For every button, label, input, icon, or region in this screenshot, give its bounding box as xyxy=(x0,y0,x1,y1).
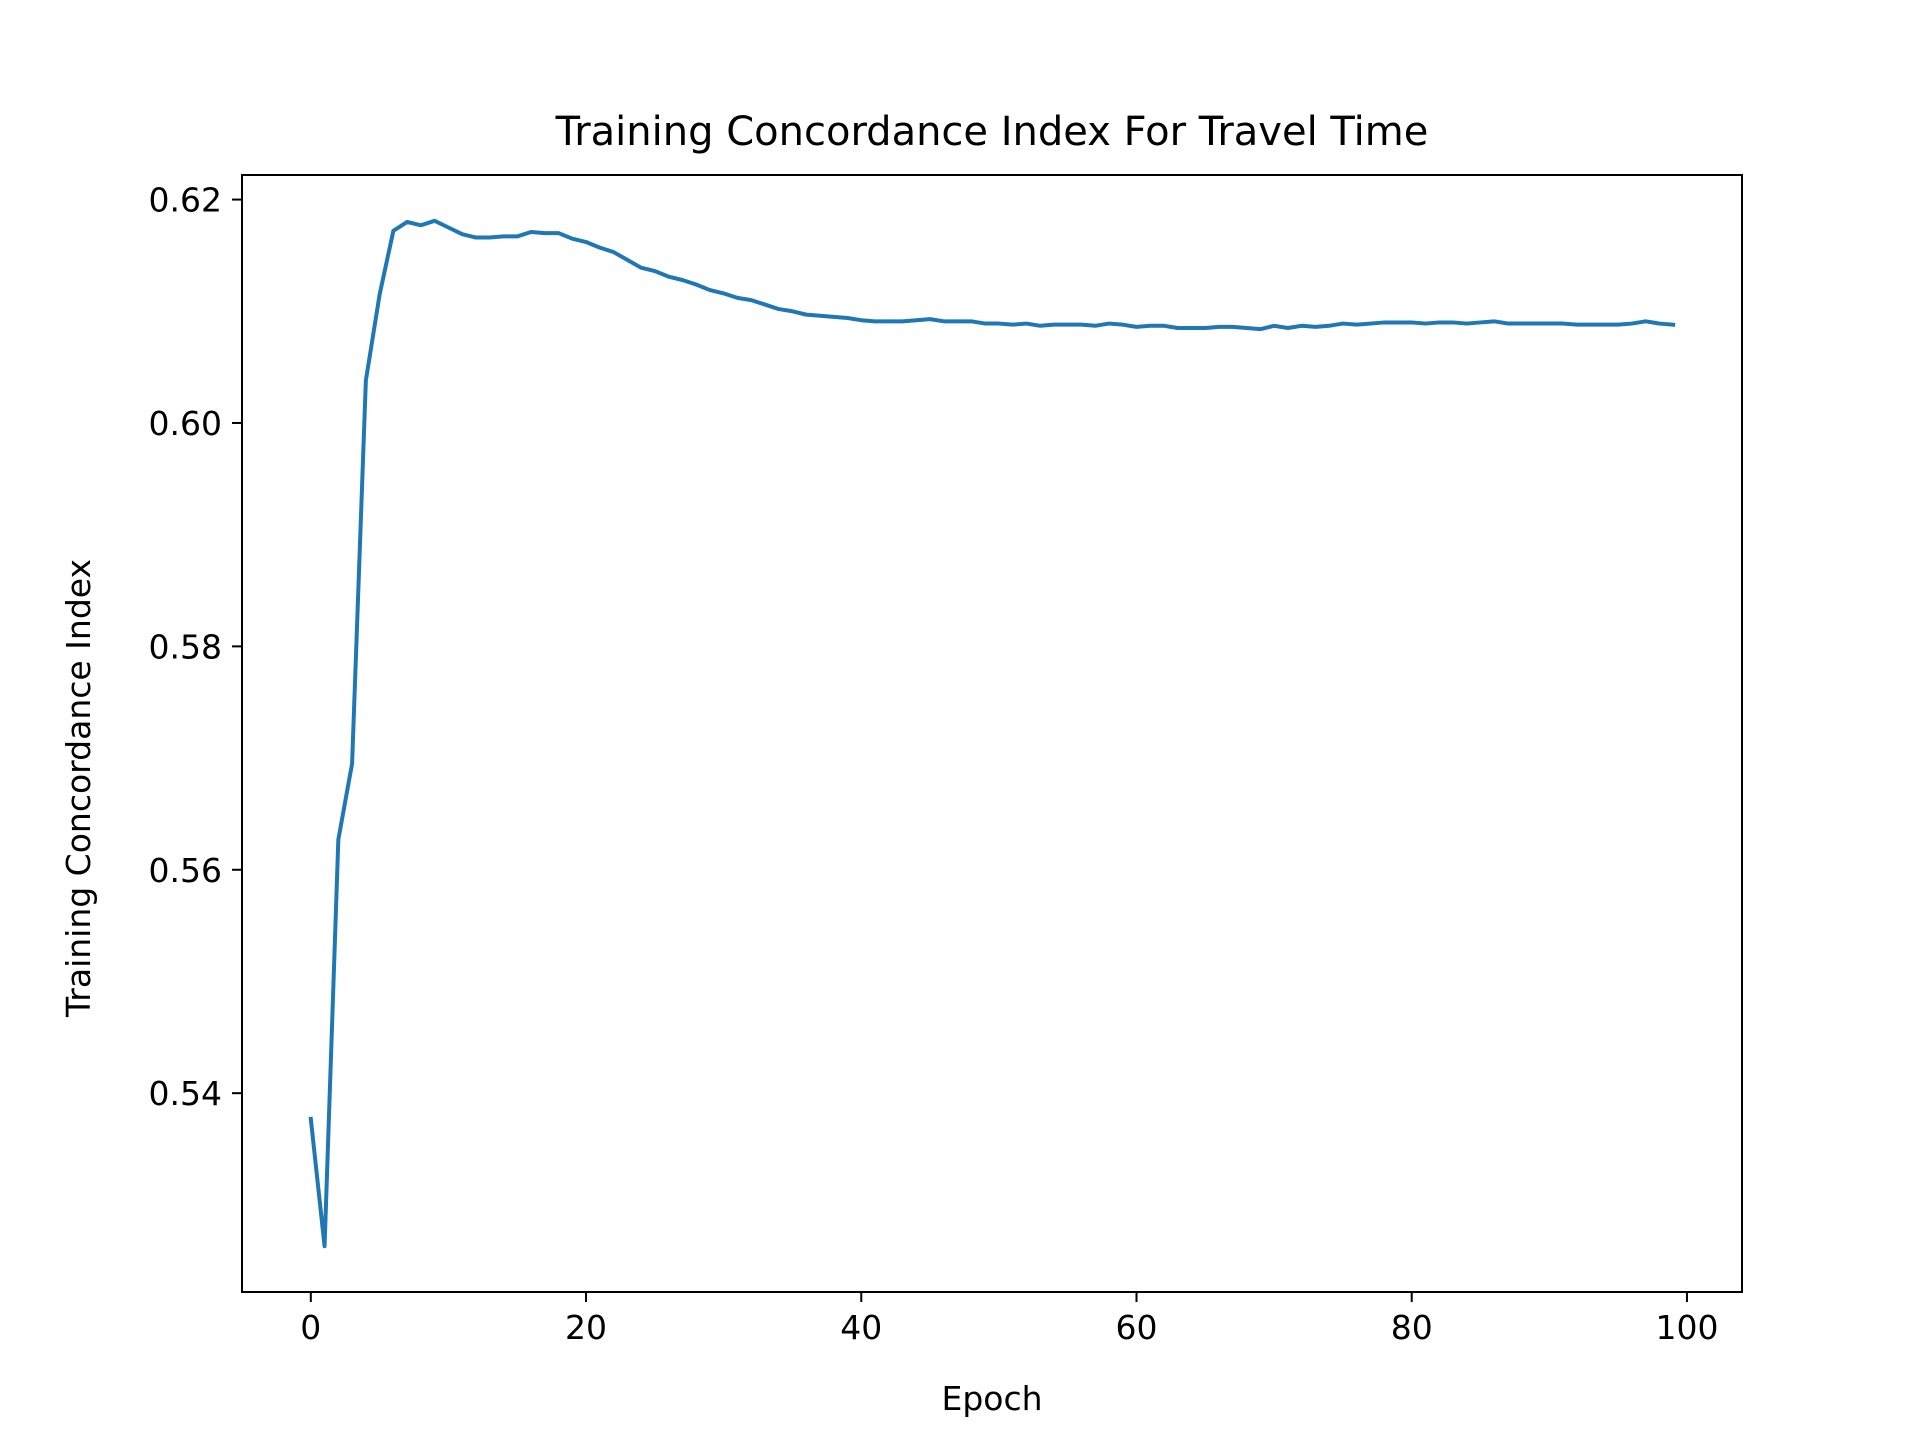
y-axis-label: Training Concordance Index xyxy=(59,559,98,1018)
x-tick-label-2: 40 xyxy=(840,1308,882,1347)
x-axis-label: Epoch xyxy=(941,1379,1042,1418)
x-tick-label-5: 100 xyxy=(1655,1308,1718,1347)
y-tick-label-0: 0.54 xyxy=(149,1074,222,1113)
plot-area: 0 20 40 60 80 100 0.54 0.56 0.58 0.60 0.62 xyxy=(149,174,1743,1347)
y-tick-label-4: 0.62 xyxy=(149,181,222,220)
x-tick-label-1: 20 xyxy=(565,1308,607,1347)
plot-frame xyxy=(241,174,1743,1293)
series-line-0 xyxy=(308,218,1676,1249)
chart-title: Training Concordance Index For Travel Ti… xyxy=(555,109,1429,155)
x-tick-label-3: 60 xyxy=(1115,1308,1157,1347)
x-tick-label-0: 0 xyxy=(300,1308,321,1347)
y-tick-label-1: 0.56 xyxy=(149,851,222,890)
y-tick-label-3: 0.60 xyxy=(149,404,222,443)
y-tick-label-2: 0.58 xyxy=(149,627,222,666)
x-tick-label-4: 80 xyxy=(1391,1308,1433,1347)
